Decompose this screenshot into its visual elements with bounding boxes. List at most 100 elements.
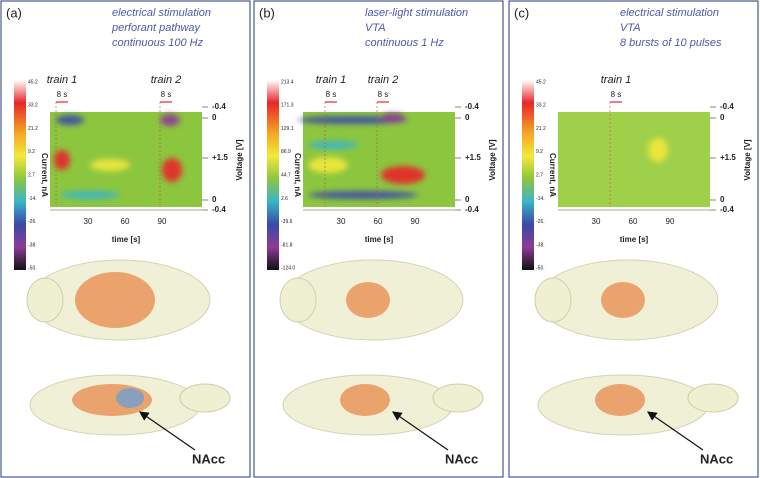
time-tick-label: 90 — [666, 217, 675, 226]
voltage-label: Voltage [V] — [235, 139, 244, 181]
colorbar-label: Current, nA — [293, 153, 302, 197]
colorbar-tick-label: 2.7 — [536, 173, 543, 179]
colorbar-tick-label: -124.0 — [281, 266, 295, 272]
voltage-tick-label: 0 — [465, 195, 470, 204]
voltage-tick-label: +1.5 — [720, 153, 736, 162]
colorbar-tick-label: -81.8 — [281, 242, 293, 248]
heatmap-blob — [573, 117, 693, 123]
region-side — [595, 384, 645, 416]
time-tick-label: 90 — [411, 217, 420, 226]
voltage-tick-label: +1.5 — [465, 153, 481, 162]
time-label: time [s] — [365, 235, 394, 244]
caption-line: continuous 1 Hz — [365, 37, 444, 49]
brain-top-bulb — [279, 277, 317, 323]
colorbar-tick-label: -38. — [28, 242, 37, 248]
train-label: train 1 — [316, 74, 347, 86]
colorbar-tick-label: -39.6 — [281, 219, 293, 225]
heatmap-blob — [308, 141, 358, 149]
time-tick-label: 60 — [121, 217, 130, 226]
region-side — [340, 384, 390, 416]
colorbar-tick-label: 171.3 — [281, 103, 294, 109]
train-label: train 1 — [47, 74, 78, 86]
voltage-tick-label: 0 — [720, 195, 725, 204]
voltage-tick-label: 0 — [212, 113, 217, 122]
callout-arrow — [392, 411, 449, 451]
heatmap-blob — [60, 191, 120, 199]
heatmap-blob — [298, 116, 408, 124]
brain-side-bulb — [432, 383, 484, 413]
colorbar-label: Current, nA — [40, 153, 49, 197]
panel: (b) laser-light stimulation VTA continuous … — [253, 0, 504, 478]
colorbar-tick-label: -26. — [536, 219, 545, 225]
heatmap-blob — [381, 166, 425, 184]
heatmap-blob — [56, 115, 84, 125]
panel: (a) electrical stimulation perforant pathw… — [0, 0, 251, 478]
voltage-tick-label: +1.5 — [212, 153, 228, 162]
caption-line: electrical stimulation — [112, 7, 211, 19]
colorbar-tick-label: 45.2 — [536, 79, 546, 85]
colorbar-tick-label: -50. — [28, 266, 37, 272]
voltage-tick-label: -0.4 — [465, 102, 479, 111]
callout-label: NAcc — [700, 451, 733, 466]
colorbar-tick-label: -38. — [536, 242, 545, 248]
region-top — [601, 282, 645, 318]
panel-label: (b) — [259, 5, 275, 20]
train-duration: 8 s — [378, 90, 389, 99]
voltage-label: Voltage [V] — [488, 139, 497, 181]
brain-side-bulb — [179, 383, 231, 413]
brain-illustration — [534, 259, 739, 436]
colorbar-tick-label: 33.2 — [28, 103, 38, 109]
time-label: time [s] — [112, 235, 141, 244]
colorbar-tick-label: 129.1 — [281, 126, 294, 132]
colorbar-tick-label: 21.2 — [28, 126, 38, 132]
heatmap-blob — [160, 114, 180, 126]
panel: (c) electrical stimulation VTA 8 bursts of … — [508, 0, 759, 478]
voltage-tick-label: 0 — [465, 113, 470, 122]
heatmap-pattern — [573, 117, 693, 162]
heatmap-blob — [381, 113, 405, 123]
train-label: train 1 — [601, 74, 632, 86]
region-blue — [116, 388, 144, 408]
colorbar-tick-label: -50. — [536, 266, 545, 272]
brain-top-bulb — [534, 277, 572, 323]
heatmap-blob — [54, 150, 70, 170]
heatmap-pattern — [298, 113, 425, 199]
colorbar-tick-label: -14. — [536, 196, 545, 202]
panel-label: (a) — [6, 5, 22, 20]
time-tick-label: 30 — [592, 217, 601, 226]
voltage-tick-label: 0 — [720, 113, 725, 122]
time-tick-label: 30 — [337, 217, 346, 226]
voltage-tick-label: -0.4 — [720, 102, 734, 111]
voltage-tick-label: -0.4 — [212, 205, 226, 214]
caption-line: VTA — [365, 22, 386, 34]
callout-label: NAcc — [445, 451, 478, 466]
train-duration: 8 s — [161, 90, 172, 99]
heatmap-blob — [648, 138, 668, 162]
caption-line: 8 bursts of 10 pulses — [620, 37, 722, 49]
voltage-tick-label: -0.4 — [212, 102, 226, 111]
panel-border — [0, 0, 251, 478]
voltage-tick-label: 0 — [212, 195, 217, 204]
colorbar-label: Current, nA — [548, 153, 557, 197]
train-duration: 8 s — [611, 90, 622, 99]
voltage-label: Voltage [V] — [743, 139, 752, 181]
colorbar-tick-label: 2.7 — [28, 173, 35, 179]
caption-line: electrical stimulation — [620, 7, 719, 19]
colorbar-tick-label: -14. — [28, 196, 37, 202]
heatmap-blob — [162, 158, 182, 182]
region-top — [346, 282, 390, 318]
train-label: train 2 — [151, 74, 182, 86]
time-tick-label: 90 — [158, 217, 167, 226]
brain-illustration — [26, 259, 231, 436]
colorbar-tick-label: -26. — [28, 219, 37, 225]
caption-line: perforant pathway — [111, 22, 202, 34]
panel-border — [508, 0, 759, 478]
callout-arrow — [647, 411, 704, 451]
heatmap-blob — [308, 157, 348, 173]
colorbar-tick-label: 45.2 — [28, 79, 38, 85]
panel-border — [253, 0, 504, 478]
colorbar-tick-label: 213.4 — [281, 79, 294, 85]
time-tick-label: 60 — [374, 217, 383, 226]
heatmap-blob — [308, 191, 418, 199]
